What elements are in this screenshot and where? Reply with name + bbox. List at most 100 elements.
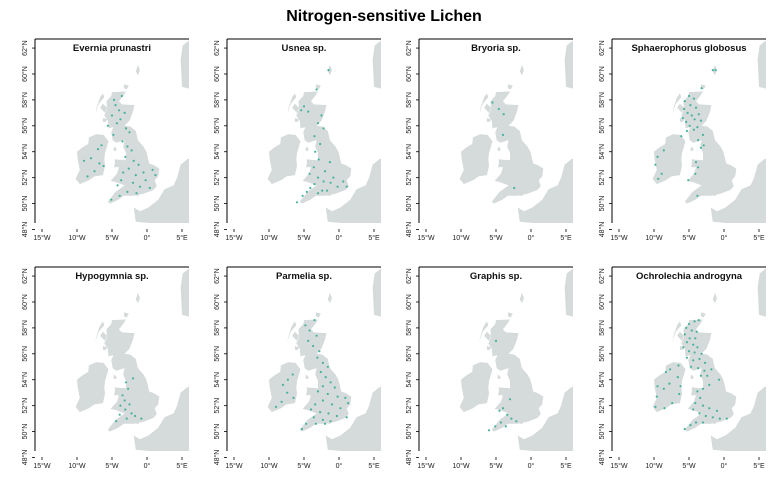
- island-landmass: [292, 331, 300, 341]
- occurrence-point: [300, 427, 303, 431]
- island-landmass: [305, 146, 309, 152]
- occurrence-point: [300, 109, 303, 112]
- occurrence-point: [662, 149, 665, 152]
- x-tick-label: 15°W: [33, 462, 51, 470]
- x-tick-label: 10°W: [260, 234, 278, 242]
- island-landmass: [484, 331, 492, 341]
- occurrence-point: [134, 414, 137, 418]
- land-layer: [267, 268, 381, 451]
- island-landmass: [292, 103, 300, 113]
- island-landmass: [672, 93, 682, 115]
- x-tick-label: 10°W: [260, 462, 278, 470]
- occurrence-point: [127, 387, 130, 390]
- y-tick-label: 48°N: [405, 222, 413, 238]
- occurrence-point: [689, 104, 692, 107]
- occurrence-point: [697, 113, 700, 116]
- occurrence-point: [137, 163, 140, 166]
- occurrence-point: [693, 320, 696, 323]
- norway-landmass: [564, 268, 573, 317]
- occurrence-point: [326, 189, 329, 192]
- occurrence-point: [685, 129, 689, 133]
- occurrence-point: [701, 404, 705, 407]
- island-landmass: [327, 193, 332, 197]
- norway-landmass: [757, 40, 766, 89]
- occurrence-point: [319, 411, 322, 414]
- occurrence-point: [694, 421, 698, 424]
- occurrence-point: [694, 161, 698, 164]
- occurrence-point: [302, 105, 306, 108]
- island-landmass: [498, 158, 503, 163]
- ireland-landmass: [459, 134, 493, 185]
- island-landmass: [519, 421, 524, 425]
- island-landmass: [135, 64, 140, 76]
- occurrence-point: [110, 114, 114, 117]
- x-tick-label: 10°W: [645, 234, 663, 242]
- great-britain-landmass: [488, 319, 544, 432]
- occurrence-point: [123, 399, 126, 402]
- occurrence-point: [502, 113, 505, 116]
- land-layer: [459, 40, 573, 223]
- occurrence-point: [689, 424, 692, 427]
- island-landmass: [135, 421, 140, 425]
- occurrence-point: [703, 369, 706, 372]
- x-tick-label: 15°W: [417, 234, 435, 242]
- occurrence-point: [328, 161, 331, 164]
- occurrence-point: [347, 402, 350, 405]
- occurrence-point: [694, 402, 697, 405]
- island-landmass: [677, 331, 685, 341]
- map-panel: Parmelia sp. 48°N 50°N 52°N 54°N 56°N 58°N 60°N…: [213, 266, 381, 470]
- occurrence-point: [291, 373, 294, 376]
- x-tick-label: 15°W: [417, 462, 435, 470]
- x-tick-label: 0°: [336, 234, 343, 242]
- panel-title: Evernia prunastri: [73, 43, 151, 54]
- x-tick-label: 5°W: [105, 234, 119, 242]
- x-tick-label: 5°E: [176, 462, 188, 470]
- island-landmass: [315, 84, 321, 90]
- occurrence-point: [128, 403, 131, 406]
- y-tick-label: 50°N: [405, 196, 413, 212]
- x-tick-label: 5°W: [682, 462, 696, 470]
- occurrence-point: [326, 365, 329, 368]
- occurrence-point: [110, 198, 113, 201]
- occurrence-point: [321, 385, 324, 388]
- y-tick-label: 60°N: [405, 66, 413, 82]
- occurrence-point: [313, 319, 316, 322]
- occurrence-point: [332, 176, 335, 179]
- island-landmass: [287, 93, 297, 115]
- y-tick-label: 54°N: [21, 144, 29, 160]
- occurrence-point: [154, 174, 157, 177]
- occurrence-point: [504, 425, 507, 428]
- occurrence-point: [322, 127, 325, 130]
- x-tick-label: 5°E: [753, 462, 765, 470]
- occurrence-point: [131, 181, 135, 184]
- x-tick-label: 5°W: [297, 462, 311, 470]
- occurrence-point: [316, 192, 320, 195]
- occurrence-point: [685, 341, 689, 344]
- ireland-landmass: [652, 362, 686, 413]
- occurrence-point: [329, 381, 332, 384]
- occurrence-point: [319, 370, 322, 374]
- occurrence-point: [124, 127, 128, 130]
- occurrence-point: [317, 158, 320, 161]
- ireland-landmass: [75, 362, 109, 413]
- occurrence-point: [295, 201, 299, 204]
- occurrence-point: [130, 149, 133, 152]
- occurrence-point: [121, 394, 124, 397]
- occurrence-point: [692, 408, 695, 411]
- occurrence-point: [307, 339, 310, 342]
- occurrence-point: [339, 407, 342, 410]
- y-tick-label: 60°N: [21, 66, 29, 82]
- occurrence-point: [699, 146, 703, 149]
- occurrence-point: [144, 179, 147, 182]
- x-tick-label: 5°E: [176, 234, 188, 242]
- x-tick-label: 5°E: [560, 462, 572, 470]
- occurrence-point: [510, 417, 513, 420]
- x-tick-label: 15°W: [610, 462, 628, 470]
- occurrence-point: [82, 159, 86, 162]
- occurrence-point: [116, 184, 119, 187]
- occurrence-point: [498, 409, 501, 412]
- y-tick-label: 56°N: [405, 346, 413, 362]
- occurrence-point: [96, 148, 100, 151]
- occurrence-point: [314, 422, 317, 425]
- occurrence-point: [699, 374, 703, 377]
